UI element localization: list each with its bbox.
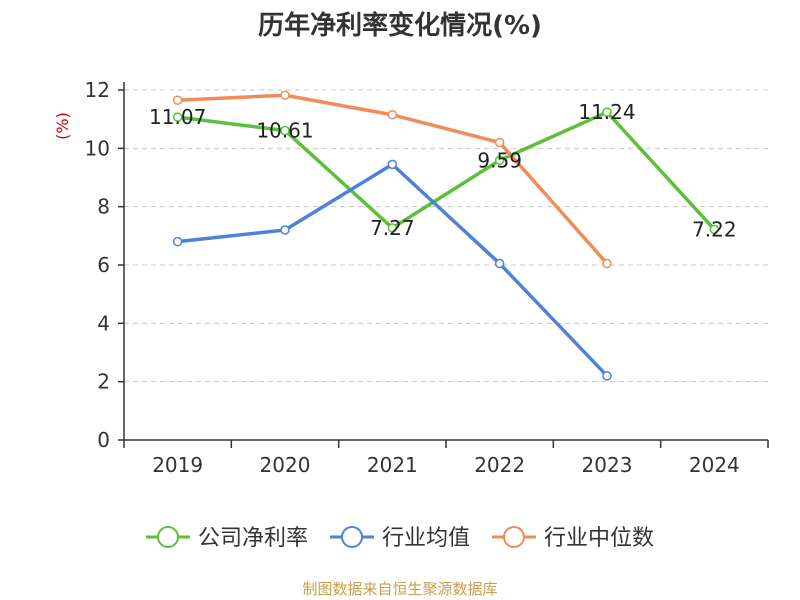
data-label: 11.24 bbox=[578, 100, 635, 124]
legend-swatch-marker bbox=[157, 526, 179, 548]
x-tick-label: 2019 bbox=[152, 453, 203, 477]
x-tick-label: 2020 bbox=[260, 453, 311, 477]
y-tick-label: 2 bbox=[97, 370, 110, 394]
data-point bbox=[172, 95, 183, 105]
axes: 0 2 4 6 8 10 12 2019 2020 2021 2022 2023 2024 bbox=[85, 78, 769, 477]
y-tick-label: 4 bbox=[97, 311, 110, 335]
y-unit-label: (%) bbox=[53, 112, 72, 140]
data-point bbox=[494, 155, 505, 166]
source-note: 制图数据来自恒生聚源数据库 bbox=[302, 580, 497, 598]
chart-title: 历年净利率变化情况(%) bbox=[258, 10, 542, 41]
data-point bbox=[494, 258, 505, 269]
data-point bbox=[280, 90, 290, 100]
data-label: 11.07 bbox=[149, 105, 206, 129]
data-point bbox=[280, 225, 290, 235]
data-point bbox=[172, 112, 183, 122]
legend-swatch-marker bbox=[503, 526, 525, 548]
data-point bbox=[602, 107, 612, 117]
data-point bbox=[602, 258, 612, 269]
legend-label: 公司净利率 bbox=[198, 526, 308, 551]
y-tick-label: 8 bbox=[97, 195, 110, 219]
x-tick-label: 2022 bbox=[474, 453, 525, 477]
x-tick-label: 2023 bbox=[582, 453, 633, 477]
data-label: 10.61 bbox=[256, 119, 313, 143]
legend: 公司净利率 行业均值 行业中位数 bbox=[146, 526, 654, 551]
data-point bbox=[172, 236, 183, 247]
y-tick-label: 0 bbox=[97, 428, 110, 452]
data-point bbox=[602, 371, 612, 381]
data-label: 7.22 bbox=[692, 217, 737, 241]
series-line bbox=[175, 162, 609, 378]
data-point bbox=[387, 110, 398, 120]
legend-label: 行业中位数 bbox=[544, 526, 654, 551]
legend-label: 行业均值 bbox=[382, 526, 470, 551]
data-point bbox=[387, 159, 398, 170]
y-tick-label: 12 bbox=[85, 78, 110, 102]
data-point bbox=[280, 125, 290, 136]
data-labels: 11.07 10.61 7.27 9.59 11.24 7.22 bbox=[149, 100, 737, 241]
data-point bbox=[709, 224, 720, 235]
series-lines bbox=[172, 90, 720, 381]
data-label: 9.59 bbox=[477, 148, 522, 172]
series-line bbox=[175, 110, 717, 232]
y-tick-label: 10 bbox=[85, 136, 110, 160]
legend-swatch-marker bbox=[341, 526, 363, 548]
y-tick-label: 6 bbox=[97, 253, 110, 277]
x-tick-label: 2024 bbox=[689, 453, 740, 477]
x-tick-label: 2021 bbox=[367, 453, 418, 477]
data-point bbox=[387, 223, 398, 233]
data-point bbox=[494, 137, 505, 148]
data-label: 7.27 bbox=[370, 216, 415, 240]
